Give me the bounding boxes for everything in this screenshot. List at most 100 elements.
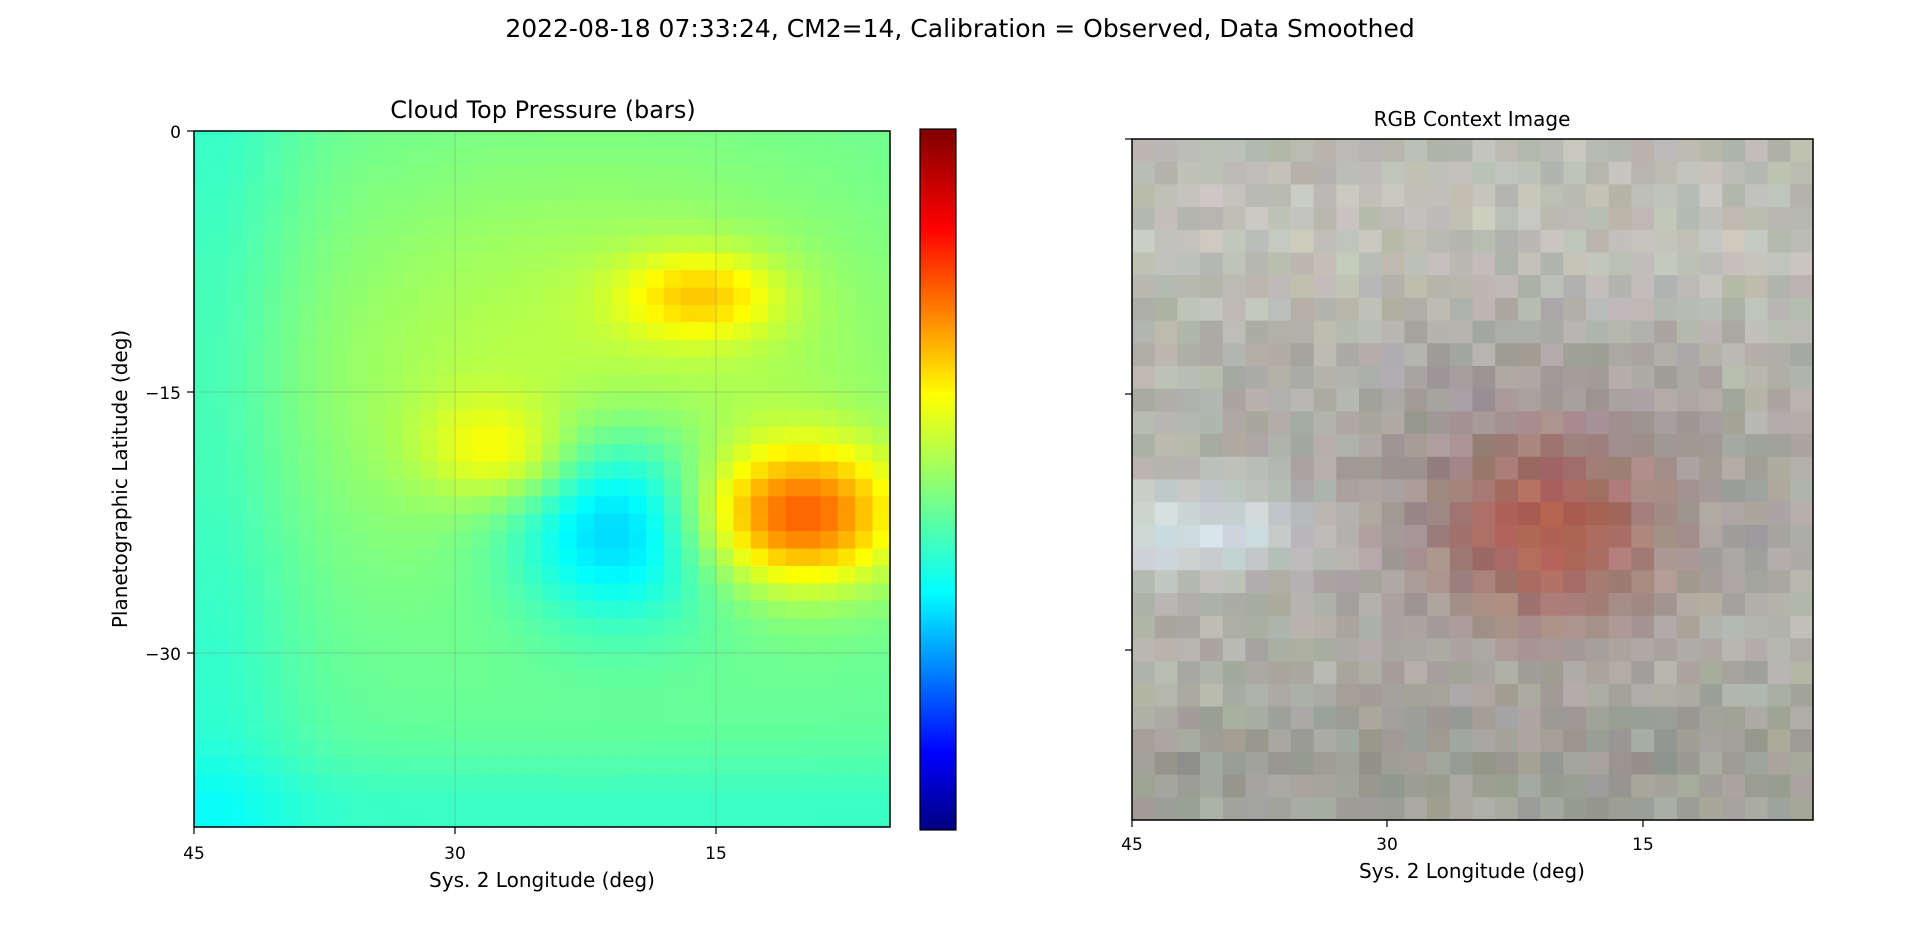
pressure-cell [368,740,386,758]
rgb-pixel [1586,161,1610,185]
pressure-cell [733,131,752,149]
pressure-cell [646,531,665,550]
rgb-pixel [1676,343,1701,367]
rgb-pixel [1744,593,1769,617]
pressure-cell [559,653,578,671]
pressure-cell [698,322,717,341]
rgb-pixel [1722,683,1746,708]
pressure-cell [681,270,700,289]
pressure-cell [872,583,891,602]
pressure-cell [489,705,508,724]
rgb-pixel [1608,161,1632,185]
pressure-cell [437,235,456,254]
rgb-pixel [1177,547,1201,571]
pressure-cell [472,653,491,671]
pressure-cell [420,357,439,376]
rgb-pixel [1676,661,1701,685]
pressure-cell [576,496,595,515]
rgb-pixel [1495,207,1519,231]
rgb-pixel [1427,524,1451,549]
rgb-pixel [1177,502,1201,526]
rgb-pixel [1449,229,1474,254]
pressure-cell [750,635,769,654]
rgb-pixel [1132,524,1156,549]
rgb-pixel [1540,615,1564,639]
pressure-cell [402,792,421,811]
pressure-cell [576,200,595,219]
pressure-cell [803,583,821,602]
rgb-pixel [1222,207,1247,231]
rgb-pixel [1290,615,1315,639]
rgb-pixel [1631,411,1655,435]
rgb-pixel [1404,570,1428,594]
pressure-cell [420,809,439,828]
pressure-cell [368,322,386,341]
pressure-cell [663,757,682,776]
pressure-cell [489,531,508,550]
rgb-pixel [1472,570,1496,594]
pressure-cell [733,200,752,219]
pressure-cell [698,183,717,202]
rgb-pixel [1744,524,1769,549]
pressure-cell [629,322,647,341]
pressure-cell [298,653,317,671]
pressure-cell [542,600,560,619]
pressure-cell [559,583,578,602]
pressure-cell [681,479,700,497]
pressure-cell [542,809,560,828]
rgb-pixel [1517,229,1542,254]
pressure-cell [385,757,404,776]
pressure-cell [820,792,839,811]
pressure-cell [785,183,804,202]
pressure-cell [837,705,856,724]
pressure-cell [542,479,560,497]
pressure-cell [402,496,421,515]
pressure-cell [507,426,526,445]
rgb-pixel [1336,207,1360,231]
rgb-pixel [1427,252,1451,276]
rgb-xtick-30: 30 [1376,835,1398,855]
rgb-pixel [1404,524,1428,549]
rgb-pixel [1268,184,1292,208]
rgb-pixel [1790,320,1814,344]
rgb-pixel [1381,456,1405,481]
pressure-cell [263,583,282,602]
pressure-cell [681,235,700,254]
pressure-cell [716,705,734,724]
pressure-cell [768,583,787,602]
pressure-cell [211,583,230,602]
pressure-cell [298,479,317,497]
pressure-cell [211,392,230,410]
rgb-pixel [1767,547,1791,571]
pressure-cell [716,322,734,341]
pressure-cell [315,670,334,689]
rgb-pixel [1222,570,1247,594]
pressure-cell [263,357,282,376]
rgb-pixel [1495,593,1519,617]
pressure-cell [594,444,613,463]
rgb-pixel [1177,683,1201,708]
rgb-pixel [1495,252,1519,276]
pressure-cell [837,809,856,828]
rgb-pixel [1631,252,1655,276]
pressure-cell [542,270,560,289]
rgb-pixel [1744,456,1769,481]
rgb-pixel [1404,411,1428,435]
pressure-cell [524,444,543,463]
pressure-cell [315,600,334,619]
rgb-pixel [1222,456,1247,481]
pressure-cell [629,687,647,706]
rgb-pixel [1744,502,1769,526]
rgb-pixel [1563,729,1587,753]
pressure-cell [507,165,526,184]
rgb-pixel [1381,751,1405,776]
pressure-cell [315,426,334,445]
rgb-pixel [1722,751,1746,776]
rgb-pixel [1608,615,1632,639]
rgb-pixel [1563,184,1587,208]
rgb-pixel [1177,661,1201,685]
pressure-cell [542,566,560,584]
rgb-pixel [1767,570,1791,594]
pressure-cell [246,165,265,184]
pressure-cell [350,705,369,724]
